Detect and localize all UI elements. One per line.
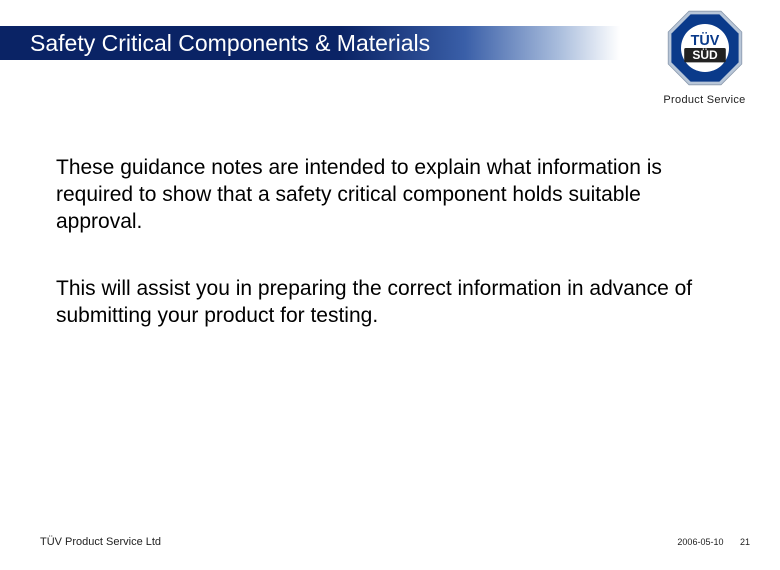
body-content: These guidance notes are intended to exp… [56, 155, 720, 369]
footer-page: 21 [740, 537, 750, 547]
logo-top-text: TÜV [690, 32, 719, 49]
page-title: Safety Critical Components & Materials [30, 30, 430, 57]
footer-date: 2006-05-10 [677, 537, 723, 547]
paragraph-2: This will assist you in preparing the co… [56, 276, 720, 330]
logo-subtitle: Product Service [657, 94, 752, 106]
brand-logo: TÜV SÜD Product Service [657, 8, 752, 106]
title-bar: Safety Critical Components & Materials [0, 26, 620, 60]
logo-bottom-text: SÜD [692, 47, 718, 62]
footer: TÜV Product Service Ltd 2006-05-10 21 [40, 536, 750, 548]
footer-company: TÜV Product Service Ltd [40, 536, 161, 548]
footer-meta: 2006-05-10 21 [677, 537, 750, 547]
tuv-sud-badge-icon: TÜV SÜD [665, 8, 745, 88]
paragraph-1: These guidance notes are intended to exp… [56, 155, 720, 236]
